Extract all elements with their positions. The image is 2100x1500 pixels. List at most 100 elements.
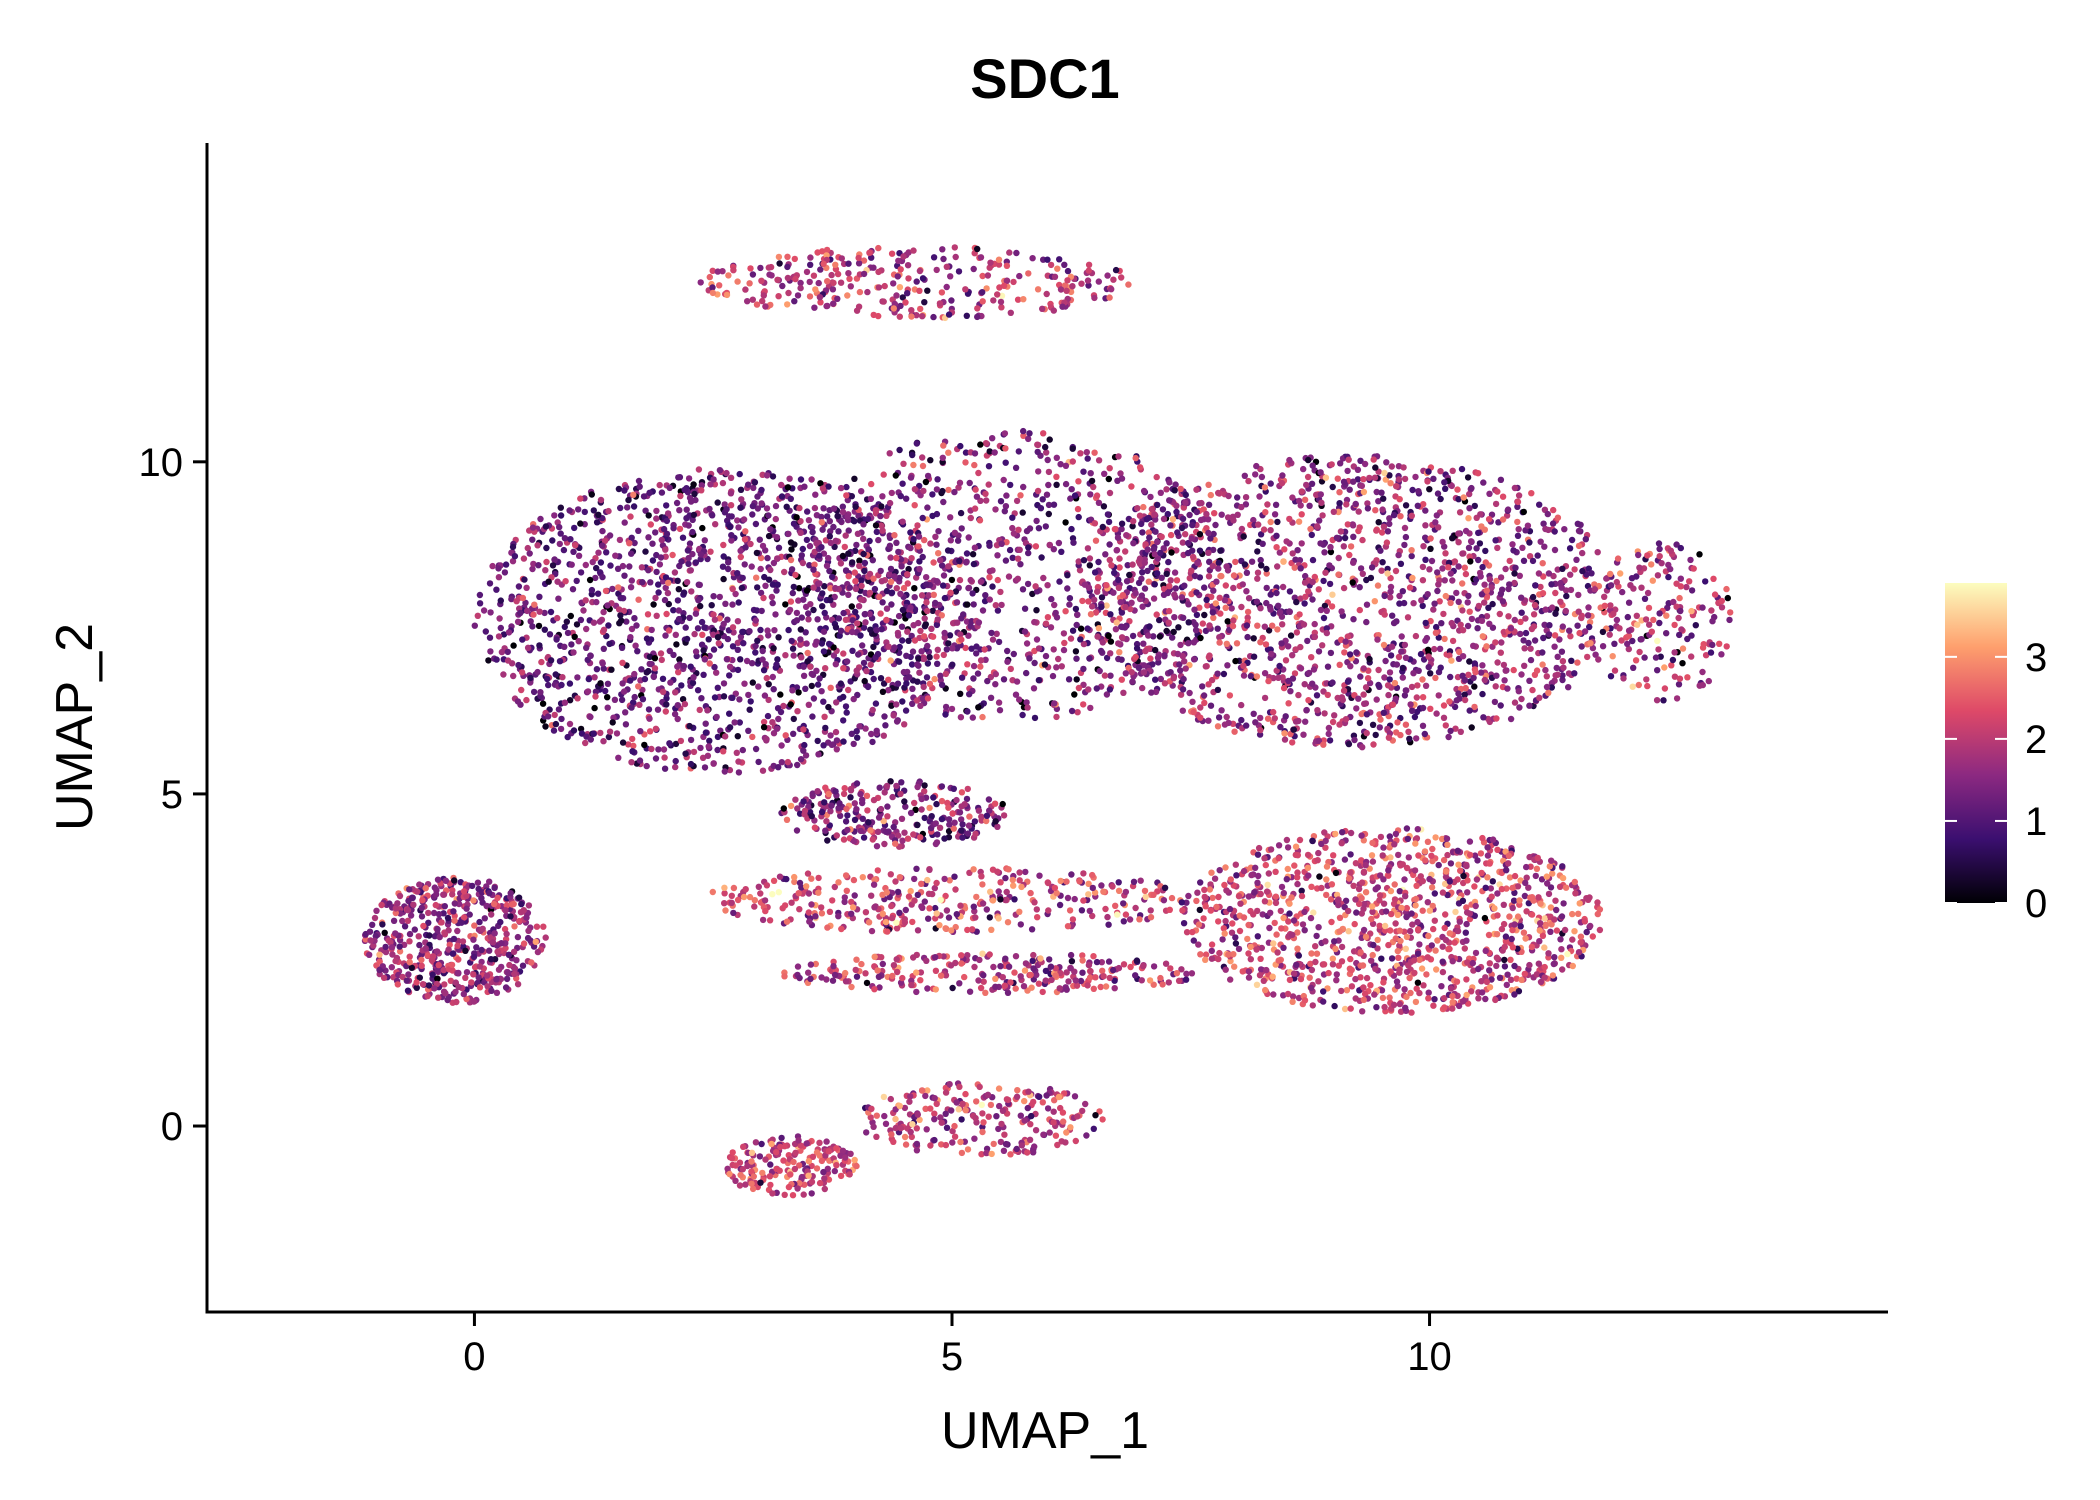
cell-point: [945, 311, 953, 318]
cell-point: [604, 704, 611, 711]
cell-point: [1167, 531, 1175, 539]
cell-point: [1524, 522, 1532, 529]
cell-point: [658, 656, 665, 664]
cell-point: [1086, 655, 1093, 662]
cell-point: [709, 512, 716, 519]
cell-point: [498, 648, 506, 656]
cell-point: [1625, 599, 1633, 606]
cell-point: [1053, 664, 1060, 671]
cell-point: [551, 711, 558, 719]
cell-point: [940, 572, 948, 579]
cell-point: [927, 540, 934, 547]
cell-point: [1553, 664, 1560, 672]
cell-point: [1284, 990, 1292, 998]
cell-point: [919, 695, 927, 702]
cell-point: [1181, 658, 1188, 665]
cell-point: [1272, 501, 1280, 508]
cell-point: [1576, 900, 1583, 907]
cell-point: [1511, 699, 1519, 706]
cell-point: [1316, 517, 1323, 524]
cell-point: [794, 292, 802, 299]
cell-point: [1437, 468, 1444, 475]
cell-point: [1410, 600, 1417, 607]
cell-point: [1678, 626, 1685, 633]
cell-point: [1541, 621, 1548, 628]
cell-point: [1053, 713, 1060, 721]
cell-point: [845, 270, 852, 277]
cell-point: [1140, 503, 1147, 511]
cell-point: [699, 631, 706, 638]
cell-point: [1020, 432, 1027, 439]
cell-point: [1255, 844, 1263, 852]
cell-point: [1196, 604, 1203, 611]
cell-point: [1220, 670, 1228, 678]
cell-point: [1396, 888, 1404, 895]
cell-point: [1083, 449, 1091, 456]
cell-point: [724, 565, 732, 573]
cell-point: [1408, 552, 1415, 560]
cell-point: [1411, 713, 1419, 721]
cell-point: [1578, 614, 1585, 622]
cell-point: [1106, 489, 1114, 497]
cell-point: [663, 517, 671, 525]
cell-point: [527, 618, 534, 625]
cell-point: [773, 661, 780, 668]
cell-point: [1542, 666, 1549, 674]
cell-point: [559, 674, 566, 681]
cell-point: [870, 311, 877, 319]
cell-point: [496, 615, 503, 622]
cell-point: [971, 461, 978, 469]
cell-point: [1377, 833, 1385, 841]
cell-point: [985, 481, 992, 488]
cell-point: [921, 536, 928, 544]
cell-point: [671, 710, 679, 718]
cell-point: [673, 499, 681, 507]
cell-point: [1387, 574, 1394, 582]
cell-point: [1342, 638, 1349, 645]
cell-point: [653, 507, 660, 515]
cell-point: [1433, 512, 1441, 519]
cell-point: [1489, 600, 1496, 608]
cell-point: [1046, 541, 1053, 549]
cell-point: [1561, 526, 1568, 533]
cell-point: [998, 304, 1005, 311]
cell-point: [1067, 495, 1074, 502]
cell-point: [688, 588, 695, 595]
cell-point: [566, 720, 574, 728]
cell-point: [1285, 700, 1292, 707]
cell-point: [927, 457, 934, 464]
cell-point: [1136, 512, 1144, 519]
cell-point: [1403, 864, 1411, 872]
cell-point: [1457, 621, 1464, 628]
cell-point: [1670, 598, 1677, 606]
cell-point: [1040, 574, 1047, 582]
cell-point: [840, 650, 847, 657]
cell-point: [1380, 641, 1388, 649]
cell-point: [1327, 649, 1335, 657]
cell-point: [1196, 574, 1204, 581]
cell-point: [1075, 478, 1082, 485]
cell-point: [632, 642, 639, 649]
cell-point: [823, 246, 831, 254]
cell-point: [760, 667, 768, 674]
cell-point: [787, 556, 795, 564]
cell-point: [946, 632, 954, 639]
cell-point: [1515, 526, 1522, 533]
cell-point: [1699, 681, 1707, 689]
cell-point: [860, 257, 868, 264]
cell-point: [1321, 602, 1329, 610]
cell-point: [760, 594, 767, 602]
cell-point: [1215, 489, 1222, 497]
cell-point: [1477, 573, 1484, 580]
cell-point: [1171, 487, 1178, 494]
cell-point: [1373, 1004, 1380, 1011]
cell-point: [621, 519, 628, 526]
cell-point: [1045, 481, 1052, 489]
cell-point: [919, 275, 927, 282]
cell-point: [1183, 929, 1191, 936]
cell-point: [1479, 563, 1486, 571]
cell-point: [1263, 565, 1270, 573]
cell-point: [1435, 634, 1443, 641]
cell-point: [1545, 570, 1553, 577]
